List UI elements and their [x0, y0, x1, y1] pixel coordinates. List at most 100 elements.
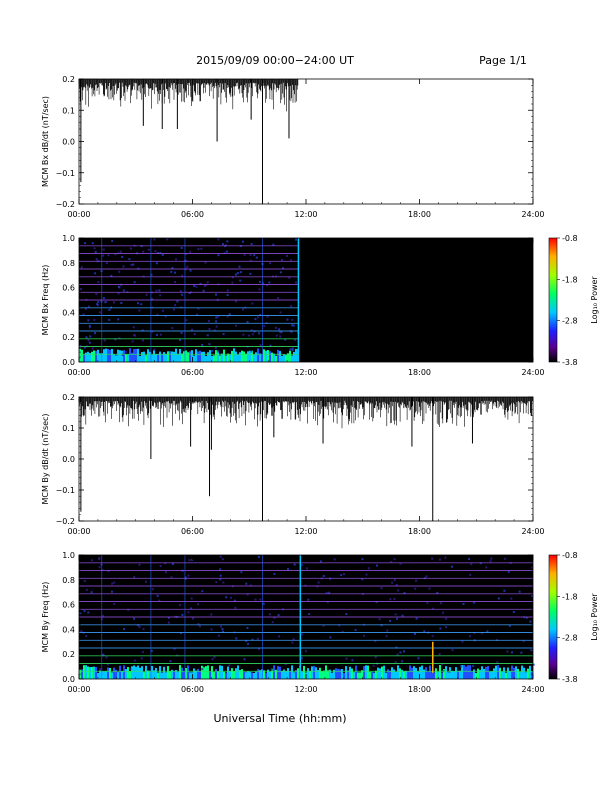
spectrogram-cell — [231, 281, 234, 284]
spectrogram-cell — [138, 563, 141, 566]
spectrogram-cell — [142, 250, 145, 253]
spectrogram-cell — [171, 267, 174, 270]
colorbar-tick-label: -2.8 — [562, 317, 578, 326]
spectrogram-cell — [363, 666, 365, 679]
spectrogram-cell — [127, 608, 130, 611]
y-tick-label: −0.1 — [56, 486, 75, 495]
spectrogram-cell — [327, 670, 329, 679]
spectrogram-cell — [289, 670, 291, 679]
spectrogram-cell — [107, 667, 109, 679]
spectrogram-cell — [485, 566, 488, 569]
spectrogram-cell — [377, 667, 379, 679]
spectrogram-cell — [211, 355, 213, 362]
spectrogram-cell — [207, 352, 209, 362]
spectrogram-cell — [143, 351, 145, 362]
spectrogram-cell — [156, 333, 158, 336]
y-tick-label: 1.0 — [62, 551, 75, 560]
colorbar — [548, 554, 558, 680]
y-axis-label: MCM Bx dB/dt (nT/sec) — [41, 96, 50, 187]
spectrogram-cell — [123, 350, 125, 362]
spectrogram-cell — [225, 244, 228, 247]
spectrogram-cell — [239, 279, 242, 282]
spectrogram-cell — [449, 667, 451, 679]
spectrogram-cell — [179, 604, 182, 607]
spectrogram-cell — [179, 348, 181, 362]
spectrogram-cell — [307, 598, 310, 601]
spectrogram-cell — [483, 668, 485, 679]
spectrogram-cell — [240, 571, 243, 574]
spectrogram-cell — [209, 671, 211, 679]
spectrogram-cell — [171, 351, 173, 362]
spectrogram-cell — [125, 354, 127, 362]
spectrogram-cell — [291, 349, 294, 351]
spectrogram-cell — [515, 666, 517, 679]
spectrogram-cell — [117, 285, 120, 288]
spectrogram-cell — [459, 670, 461, 679]
spectrogram-cell — [411, 667, 413, 679]
spectrogram-cell — [117, 292, 120, 295]
spectrogram-cell — [253, 672, 255, 679]
spectrogram-cell — [214, 347, 217, 349]
spectrogram-cell — [405, 670, 407, 679]
spectrogram-cell — [108, 308, 111, 311]
spectrogram-cell — [97, 349, 99, 362]
spectrogram-cell — [226, 289, 229, 292]
spectrogram-cell — [347, 670, 349, 679]
spectrogram-cell — [279, 351, 281, 362]
spectrogram-cell — [269, 351, 271, 362]
colorbar-label: Log₁₀ Power — [590, 593, 599, 641]
spectrogram-cell — [251, 350, 253, 362]
spectrogram-cell — [205, 355, 207, 362]
spectrogram-cell — [161, 253, 164, 256]
spectrogram-cell — [156, 594, 159, 597]
spectrogram-cell — [439, 627, 442, 630]
spectrogram-cell — [361, 670, 363, 679]
spectrogram-cell — [175, 670, 177, 679]
spectrogram-cell — [251, 333, 254, 336]
spectrogram-cell — [131, 666, 133, 679]
spectrogram-cell — [147, 349, 149, 362]
spectrogram-cell — [203, 667, 205, 679]
colorbar-tick-label: -1.8 — [562, 592, 578, 601]
spectrogram-cell — [367, 665, 369, 679]
colorbar-tick-label: -2.8 — [562, 634, 578, 643]
spectrogram-cell — [293, 351, 295, 362]
spectrogram-cell — [496, 661, 499, 664]
spectrogram-cell — [163, 352, 165, 362]
spectrogram-cell — [173, 351, 175, 362]
spectrogram-cell — [227, 666, 229, 679]
spectrogram-cell — [393, 579, 396, 582]
x-tick-label: 24:00 — [521, 527, 544, 536]
spectrogram-cell — [175, 258, 177, 261]
x-tick-label: 06:00 — [181, 368, 204, 377]
spectrogram-cell — [243, 671, 245, 679]
spectrogram-cell — [284, 338, 287, 341]
spectrogram-cell — [164, 315, 167, 318]
spectrogram-cell — [179, 665, 181, 679]
spectrogram-cell — [239, 670, 241, 679]
spectrogram-cell — [169, 351, 171, 362]
spectrogram-cell — [231, 668, 233, 679]
spectrogram-cell — [301, 633, 304, 636]
spectrogram-cell — [99, 668, 102, 671]
spectrogram-cell — [355, 665, 357, 679]
spectrogram-cell — [105, 670, 107, 679]
spectrogram-cell — [288, 276, 291, 279]
spectrogram-cell — [341, 669, 343, 679]
y-tick-label: −0.2 — [56, 200, 75, 209]
spectrogram-cell — [374, 656, 377, 659]
spectrogram-cell — [443, 669, 445, 679]
spectrogram-cell — [117, 349, 119, 362]
spectrogram-cell — [209, 350, 211, 362]
spectrogram-cell — [161, 353, 163, 362]
spectrogram-cell — [171, 563, 174, 565]
spectrogram-cell — [234, 300, 237, 303]
spectrogram-cell — [117, 672, 119, 679]
spectrogram-cell — [521, 665, 523, 679]
spectrogram-cell — [531, 670, 533, 679]
spectrogram-cell — [156, 251, 159, 254]
spectrogram-cell — [293, 563, 296, 566]
spectrogram-cell — [229, 354, 231, 362]
spectrogram-cell — [89, 667, 91, 679]
